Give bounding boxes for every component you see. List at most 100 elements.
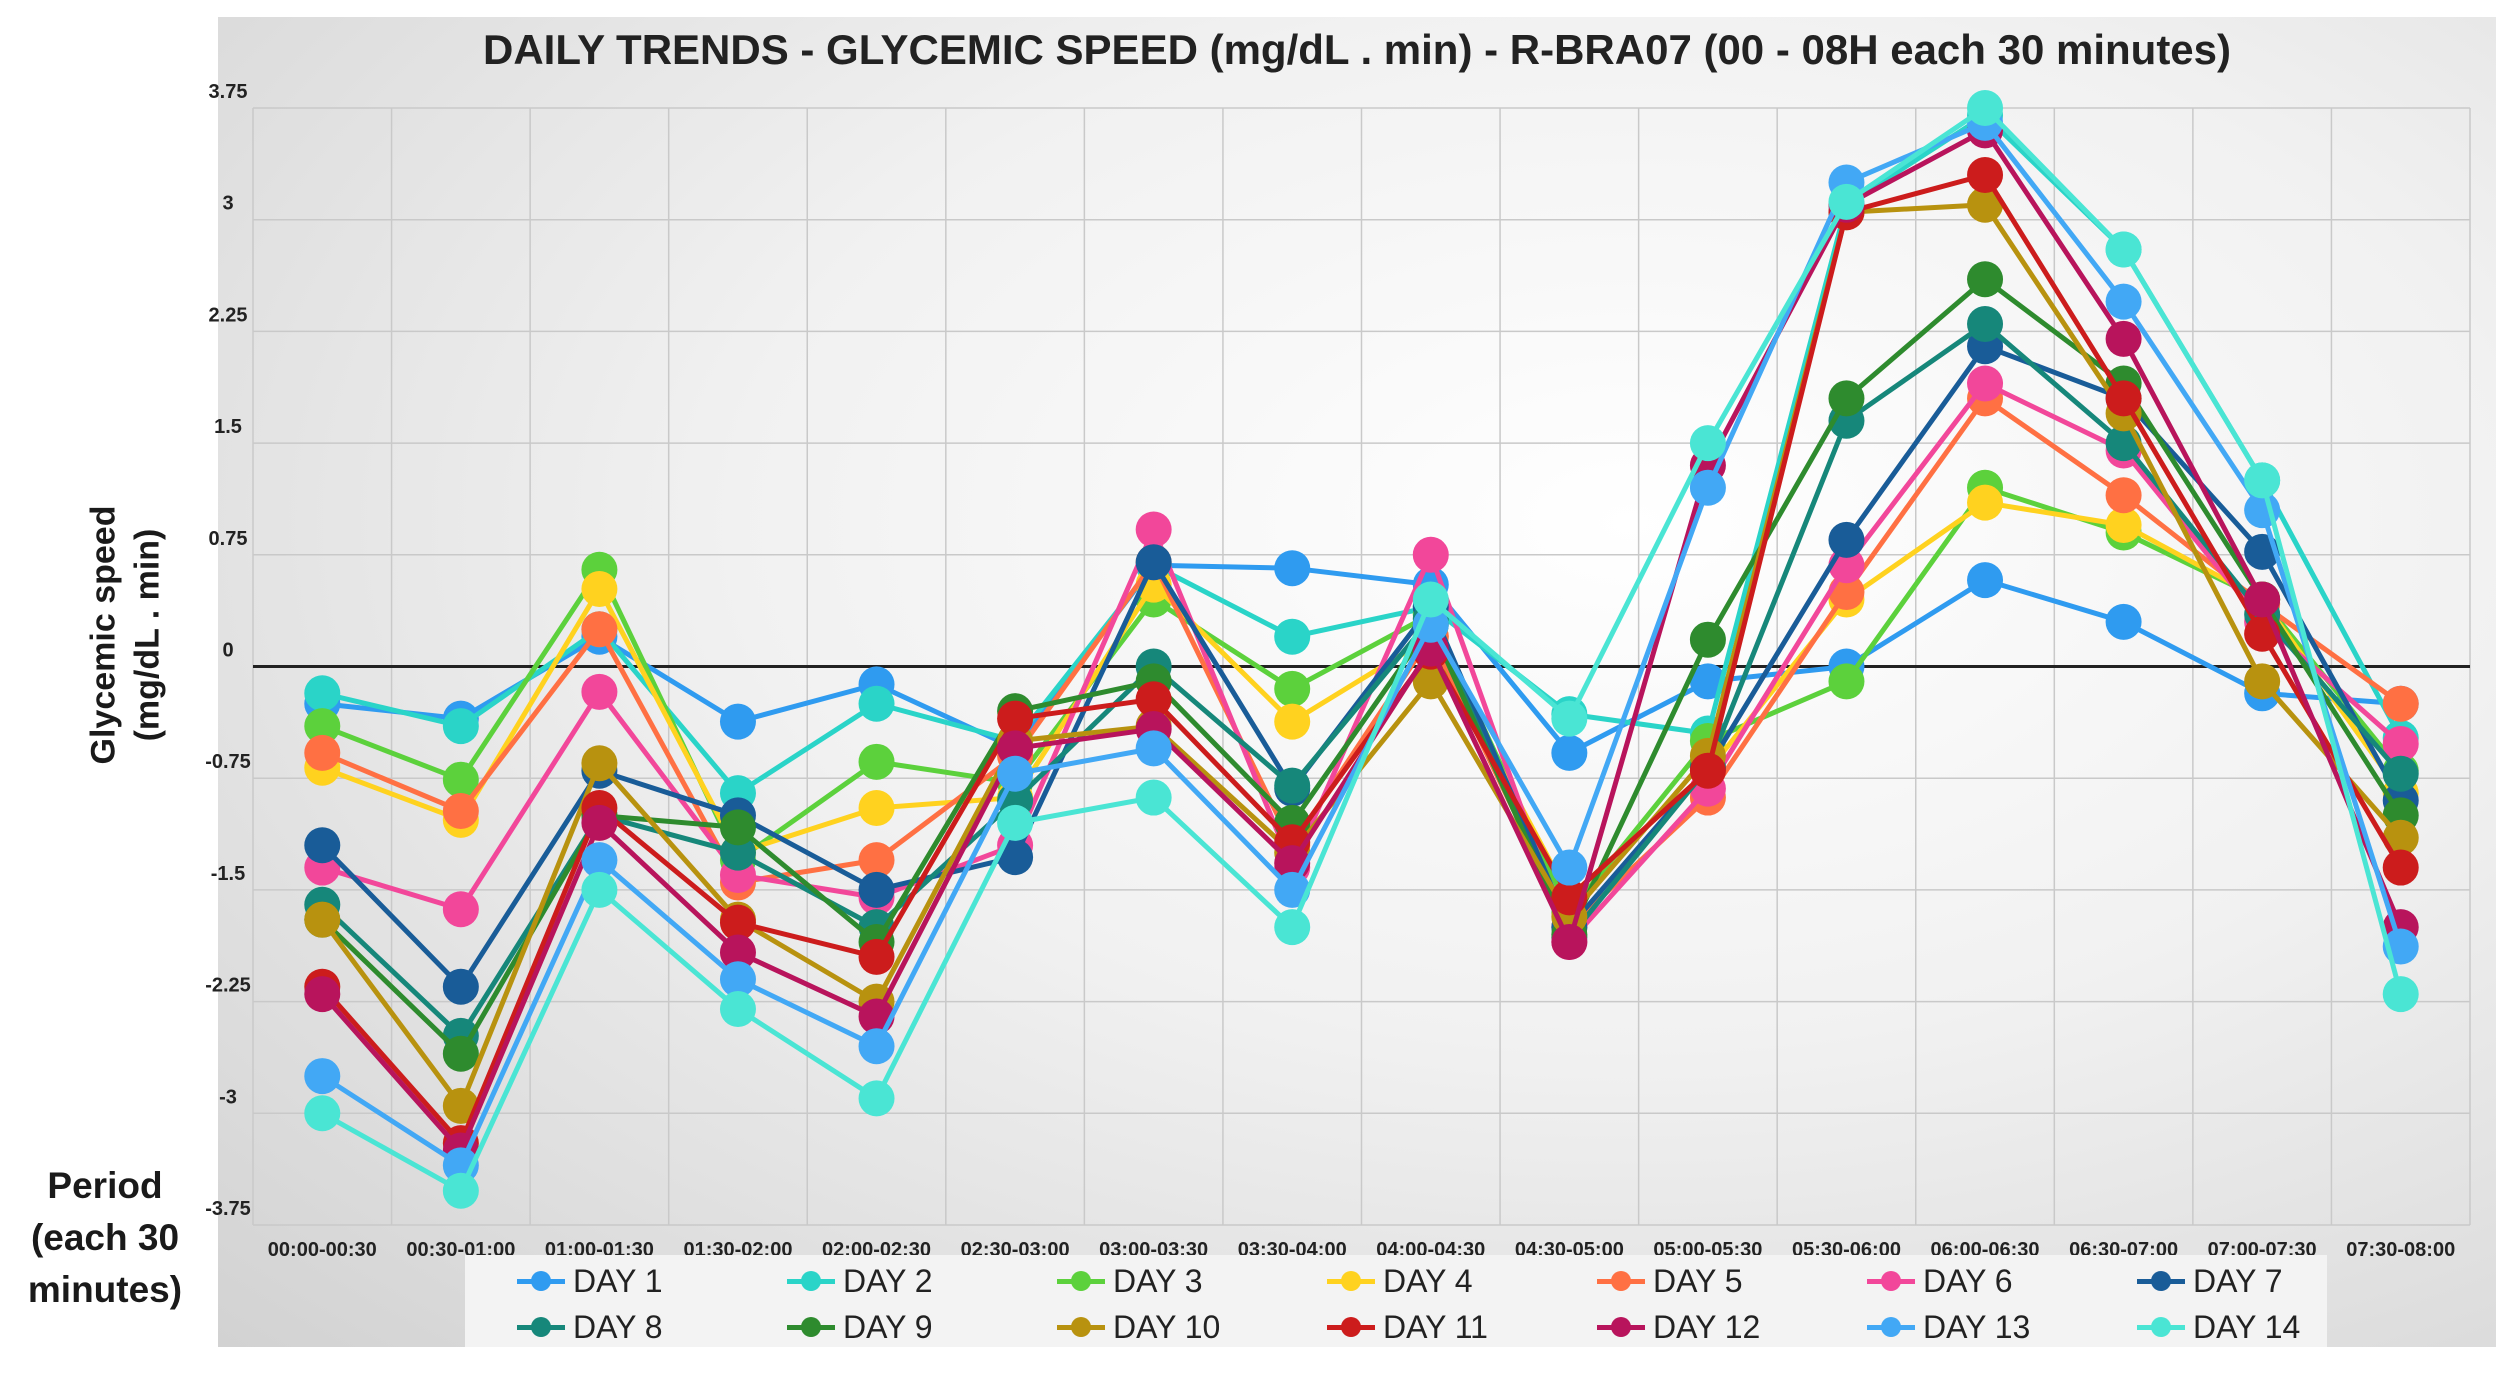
data-point <box>858 743 895 780</box>
legend-item: DAY 7 <box>2135 1261 2283 1301</box>
data-point <box>719 703 756 740</box>
x-tick-label: 00:00-00:30 <box>268 1239 377 1261</box>
legend-label: DAY 5 <box>1653 1262 1743 1299</box>
legend-item: DAY 14 <box>2135 1307 2300 1347</box>
data-point <box>1967 562 2004 599</box>
data-point <box>719 904 756 941</box>
data-point <box>442 792 479 829</box>
data-point <box>1551 700 1588 737</box>
legend-swatch-icon <box>785 1261 837 1301</box>
data-point <box>1135 544 1172 581</box>
legend-item: DAY 13 <box>1865 1307 2030 1347</box>
legend: DAY 1 DAY 2 DAY 3 DAY 4 DAY 5 DAY 6 DAY 7 DAY 8… <box>465 1255 2327 1347</box>
data-point <box>2244 663 2281 700</box>
data-point <box>997 700 1034 737</box>
data-point <box>1274 909 1311 946</box>
series-line <box>320 343 2403 990</box>
data-point <box>1689 752 1726 789</box>
y-tick-label: -2.25 <box>205 975 251 997</box>
data-point <box>442 708 479 745</box>
data-point <box>2105 320 2142 357</box>
data-point <box>2105 603 2142 640</box>
legend-swatch-icon <box>1325 1261 1377 1301</box>
y-tick-label: 0 <box>222 640 233 662</box>
legend-label: DAY 12 <box>1653 1308 1761 1345</box>
data-point <box>1274 767 1311 804</box>
legend-swatch-icon <box>1055 1307 1107 1347</box>
data-point <box>1689 425 1726 462</box>
data-point <box>1274 703 1311 740</box>
data-point <box>304 1095 341 1132</box>
data-point <box>2105 231 2142 268</box>
data-point <box>1967 90 2004 126</box>
legend-item: DAY 11 <box>1325 1307 1488 1347</box>
data-point <box>858 789 895 826</box>
series-line <box>321 381 2403 945</box>
data-point <box>1135 730 1172 767</box>
legend-item: DAY 9 <box>785 1307 933 1347</box>
data-point <box>2105 477 2142 514</box>
data-point <box>858 871 895 908</box>
x-axis-title-line3: minutes) <box>27 1269 183 1310</box>
data-point <box>581 745 618 782</box>
y-tick-label: -3.75 <box>205 1198 251 1220</box>
data-point <box>304 827 341 864</box>
data-point <box>2382 976 2419 1013</box>
data-point <box>719 961 756 998</box>
series-line <box>320 321 2403 1039</box>
legend-swatch-icon <box>1595 1261 1647 1301</box>
data-point <box>1412 536 1449 573</box>
data-point <box>997 804 1034 841</box>
data-point <box>1967 484 2004 521</box>
data-point <box>1135 681 1172 718</box>
legend-label: DAY 9 <box>843 1308 933 1345</box>
data-point <box>1135 779 1172 816</box>
data-point <box>1967 261 2004 298</box>
data-point <box>2244 462 2281 499</box>
legend-item: DAY 5 <box>1595 1261 1743 1301</box>
data-point <box>2105 507 2142 544</box>
data-point <box>858 685 895 722</box>
data-point <box>1135 511 1172 548</box>
data-point <box>1689 621 1726 658</box>
data-point <box>442 1035 479 1072</box>
data-point <box>719 834 756 871</box>
legend-label: DAY 14 <box>2193 1308 2301 1345</box>
legend-swatch-icon <box>785 1307 837 1347</box>
data-point <box>581 871 618 908</box>
legend-label: DAY 3 <box>1113 1262 1203 1299</box>
data-point <box>719 809 756 846</box>
data-point <box>858 1028 895 1065</box>
x-axis-title: Period (each 30 minutes) <box>0 1160 210 1316</box>
series-line <box>321 500 2403 900</box>
y-tick-label: 3.75 <box>209 81 248 103</box>
data-point <box>2105 283 2142 320</box>
y-tick-label: 3 <box>222 193 233 215</box>
legend-swatch-icon <box>2135 1307 2187 1347</box>
data-point <box>304 734 341 771</box>
legend-swatch-icon <box>515 1261 567 1301</box>
data-point <box>2382 849 2419 886</box>
legend-item: DAY 6 <box>1865 1261 2013 1301</box>
data-point <box>304 675 341 712</box>
legend-item: DAY 12 <box>1595 1307 1760 1347</box>
data-point <box>1274 618 1311 655</box>
data-point <box>719 934 756 971</box>
x-axis-title-line1: Period <box>47 1165 163 1206</box>
data-point <box>1967 365 2004 402</box>
data-point <box>2105 380 2142 417</box>
data-point <box>719 991 756 1028</box>
legend-swatch-icon <box>1865 1307 1917 1347</box>
data-point <box>304 901 341 938</box>
data-point <box>1828 663 1865 700</box>
data-point <box>304 1058 341 1095</box>
legend-label: DAY 10 <box>1113 1308 1221 1345</box>
series-14 <box>304 90 2419 1209</box>
data-point <box>2382 725 2419 762</box>
legend-item: DAY 1 <box>515 1261 663 1301</box>
data-point <box>858 938 895 975</box>
legend-label: DAY 2 <box>843 1262 933 1299</box>
data-point <box>581 571 618 608</box>
data-point <box>1551 849 1588 886</box>
